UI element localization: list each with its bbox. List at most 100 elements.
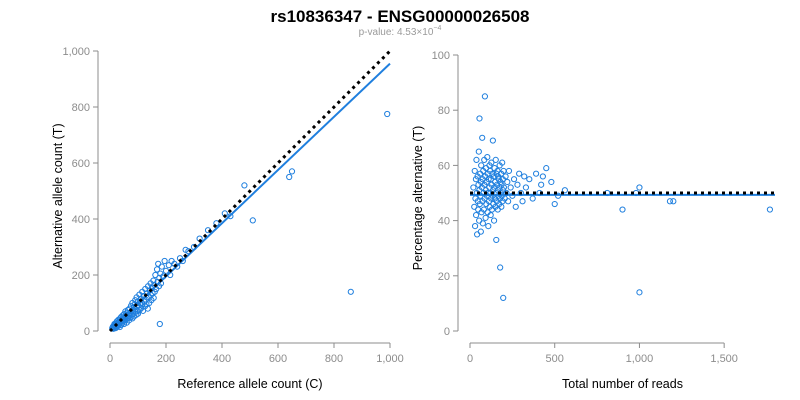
percentage-alternative-plot: 0 500 1,000 1,500 0 20 40 60 80 100 Total number o… xyxy=(411,50,775,391)
data-point xyxy=(516,170,523,177)
data-point xyxy=(477,228,484,235)
data-point xyxy=(502,173,509,180)
data-point xyxy=(499,159,506,166)
data-point xyxy=(514,181,521,188)
p-value-exponent: −4 xyxy=(433,25,441,32)
y-axis-label: Percentage alternative (T) xyxy=(411,126,425,271)
data-point xyxy=(473,156,480,163)
data-point xyxy=(512,203,519,210)
p-value-label: p-value: 4.53×10−4 xyxy=(359,25,442,38)
y-tick-label: 80 xyxy=(438,105,450,117)
data-point xyxy=(165,262,172,269)
data-point xyxy=(522,184,530,191)
data-point xyxy=(150,294,157,302)
data-point xyxy=(636,184,643,191)
data-point xyxy=(519,198,526,205)
data-point xyxy=(490,217,498,224)
reference-line xyxy=(108,49,392,333)
data-point xyxy=(500,294,507,301)
data-point xyxy=(526,176,533,183)
data-point xyxy=(288,168,296,175)
data-point xyxy=(532,170,540,177)
data-point xyxy=(507,184,514,191)
p-value-prefix: p-value: 4.53×10 xyxy=(359,27,434,38)
data-point xyxy=(347,288,354,295)
data-point xyxy=(286,173,293,181)
x-tick-label: 1,000 xyxy=(376,353,404,365)
data-point xyxy=(471,223,479,230)
data-point xyxy=(538,181,545,188)
y-tick-label: 800 xyxy=(72,102,90,114)
x-axis-label: Reference allele count (C) xyxy=(177,377,322,391)
data-point xyxy=(136,306,143,314)
y-tick-label: 60 xyxy=(438,160,450,172)
data-point xyxy=(249,217,256,224)
data-point xyxy=(766,206,774,213)
data-point xyxy=(670,198,677,205)
data-point xyxy=(510,176,518,183)
y-tick-label: 0 xyxy=(444,326,450,338)
data-point xyxy=(485,223,492,230)
chart-title: rs10836347 - ENSG00000026508 xyxy=(271,7,530,26)
x-tick-label: 1,500 xyxy=(710,353,738,365)
data-point xyxy=(241,182,248,189)
y-tick-label: 1,000 xyxy=(62,46,90,58)
data-point xyxy=(666,198,674,205)
data-point xyxy=(484,154,491,161)
x-tick-label: 800 xyxy=(325,353,343,365)
data-point xyxy=(475,148,482,155)
data-point xyxy=(134,310,142,317)
data-point xyxy=(481,93,489,100)
x-tick-label: 600 xyxy=(269,353,287,365)
data-point xyxy=(543,165,550,172)
data-point xyxy=(161,257,168,265)
x-tick-label: 0 xyxy=(107,353,113,365)
data-point xyxy=(158,263,165,270)
data-point xyxy=(505,198,512,205)
x-tick-label: 1,000 xyxy=(626,353,654,365)
y-tick-label: 100 xyxy=(432,50,450,62)
data-point xyxy=(471,167,478,175)
data-point xyxy=(144,305,151,312)
x-axis-label: Total number of reads xyxy=(562,377,683,391)
data-point xyxy=(470,184,477,191)
data-point xyxy=(227,213,234,220)
data-point xyxy=(548,178,555,186)
x-tick-label: 500 xyxy=(546,353,564,365)
data-point xyxy=(162,267,170,274)
data-point xyxy=(482,214,489,221)
data-point xyxy=(529,195,536,202)
data-point xyxy=(505,167,513,175)
data-point xyxy=(504,178,511,186)
data-point xyxy=(561,187,568,194)
x-tick-label: 400 xyxy=(213,353,231,365)
y-tick-label: 600 xyxy=(72,158,90,170)
data-point xyxy=(551,200,558,208)
data-point xyxy=(384,110,391,118)
data-point xyxy=(476,115,483,122)
data-point xyxy=(475,206,482,213)
y-tick-label: 200 xyxy=(72,270,90,282)
data-point xyxy=(479,134,486,141)
data-point xyxy=(473,211,480,219)
data-point xyxy=(497,264,504,271)
data-point xyxy=(150,277,157,284)
data-point xyxy=(493,236,500,244)
data-point xyxy=(478,162,485,169)
x-tick-label: 200 xyxy=(157,353,175,365)
data-point xyxy=(492,156,499,163)
data-point xyxy=(498,203,505,210)
data-point xyxy=(479,220,486,227)
data-point xyxy=(619,206,626,213)
y-tick-label: 40 xyxy=(438,216,450,228)
x-tick-label: 0 xyxy=(467,353,473,365)
data-point xyxy=(539,173,546,180)
data-point xyxy=(488,159,495,166)
y-axis-label: Alternative allele count (T) xyxy=(51,123,65,268)
y-tick-label: 20 xyxy=(438,271,450,283)
data-point xyxy=(487,211,494,219)
allele-count-plot: 0 200 400 600 800 1,000 0 200 400 600 800 1,000 Refe… xyxy=(51,46,404,391)
data-point xyxy=(636,289,643,296)
